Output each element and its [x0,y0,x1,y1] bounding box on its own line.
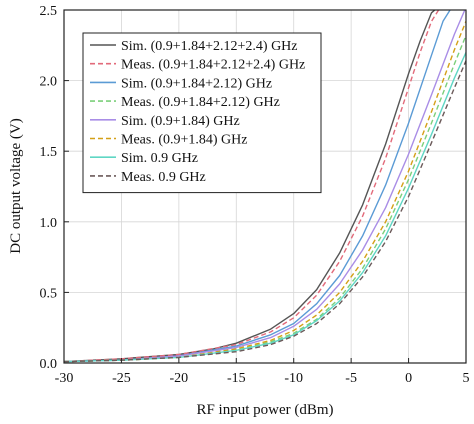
legend-label: Sim. (0.9+1.84) GHz [121,114,240,129]
y-tick-label: 1.0 [40,216,58,231]
legend-label: Sim. (0.9+1.84+2.12+2.4) GHz [121,39,298,54]
legend-box [82,32,322,194]
legend-label: Sim. 0.9 GHz [121,151,198,166]
series-line-5 [64,10,466,363]
x-tick-label: 5 [463,371,470,386]
y-axis-ticks: 0.0 0.5 1.0 1.5 2.0 2.5 [40,4,69,372]
x-tick-label: 0 [405,371,412,386]
x-tick-label: -10 [284,371,303,386]
series-layer [64,10,466,363]
legend-label: Meas. (0.9+1.84+2.12+2.4) GHz [121,58,305,73]
x-tick-label: -20 [170,371,189,386]
legend-label: Meas. (0.9+1.84) GHz [121,133,247,148]
legend-label: Meas. 0.9 GHz [121,170,206,185]
x-tick-label: -5 [345,371,357,386]
x-tick-label: -25 [112,371,131,386]
x-tick-label: -30 [55,371,74,386]
legend-label: Meas. (0.9+1.84+2.12) GHz [121,95,280,110]
y-tick-label: 2.0 [40,75,58,90]
legend-label: Sim. (0.9+1.84+2.12) GHz [121,76,272,91]
y-tick-label: 0.0 [40,357,58,372]
x-tick-label: -15 [227,371,246,386]
y-tick-label: 2.5 [40,4,58,19]
y-tick-label: 1.5 [40,145,58,160]
plot-frame [63,9,467,364]
x-axis-label: RF input power (dBm) [196,402,333,418]
series-line-1 [64,10,436,363]
y-tick-label: 0.5 [40,286,58,301]
x-axis-ticks: -30 -25 -20 -15 -10 -5 0 5 [55,358,470,386]
y-axis-label: DC output voltage (V) [8,118,24,253]
series-line-8 [64,60,466,363]
series-line-2 [64,10,440,363]
legend: Sim. (0.9+1.84+2.12+2.4) GHz Meas. (0.9+1… [82,32,322,194]
